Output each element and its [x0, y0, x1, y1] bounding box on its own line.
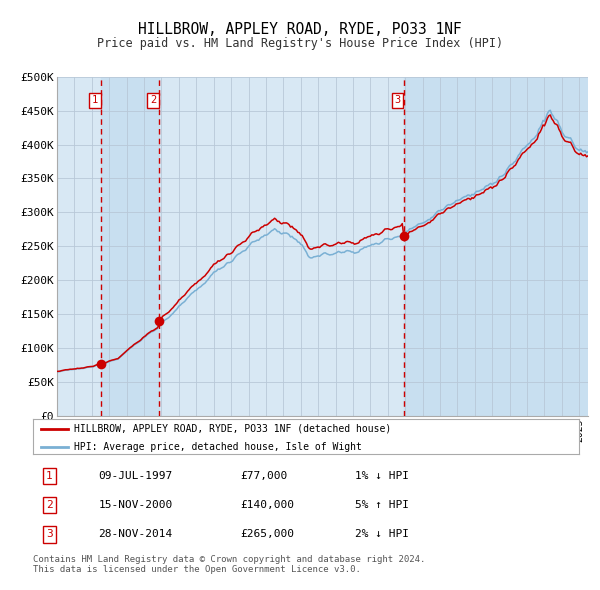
- Text: Price paid vs. HM Land Registry's House Price Index (HPI): Price paid vs. HM Land Registry's House …: [97, 37, 503, 50]
- Text: 3: 3: [46, 529, 53, 539]
- Text: 2: 2: [46, 500, 53, 510]
- Text: 2: 2: [150, 96, 157, 106]
- Text: HPI: Average price, detached house, Isle of Wight: HPI: Average price, detached house, Isle…: [74, 441, 362, 451]
- Text: 1% ↓ HPI: 1% ↓ HPI: [355, 471, 409, 481]
- Text: 5% ↑ HPI: 5% ↑ HPI: [355, 500, 409, 510]
- Text: HILLBROW, APPLEY ROAD, RYDE, PO33 1NF: HILLBROW, APPLEY ROAD, RYDE, PO33 1NF: [138, 22, 462, 37]
- Bar: [404, 77, 588, 416]
- Text: 3: 3: [394, 96, 401, 106]
- Text: 15-NOV-2000: 15-NOV-2000: [98, 500, 173, 510]
- Text: 28-NOV-2014: 28-NOV-2014: [98, 529, 173, 539]
- Text: 2% ↓ HPI: 2% ↓ HPI: [355, 529, 409, 539]
- Text: £265,000: £265,000: [241, 529, 295, 539]
- Text: 1: 1: [46, 471, 53, 481]
- Text: £140,000: £140,000: [241, 500, 295, 510]
- Text: 1: 1: [92, 96, 98, 106]
- Text: Contains HM Land Registry data © Crown copyright and database right 2024.
This d: Contains HM Land Registry data © Crown c…: [33, 555, 425, 574]
- Text: HILLBROW, APPLEY ROAD, RYDE, PO33 1NF (detached house): HILLBROW, APPLEY ROAD, RYDE, PO33 1NF (d…: [74, 424, 391, 434]
- Text: £77,000: £77,000: [241, 471, 288, 481]
- Bar: [101, 77, 160, 416]
- Text: 09-JUL-1997: 09-JUL-1997: [98, 471, 173, 481]
